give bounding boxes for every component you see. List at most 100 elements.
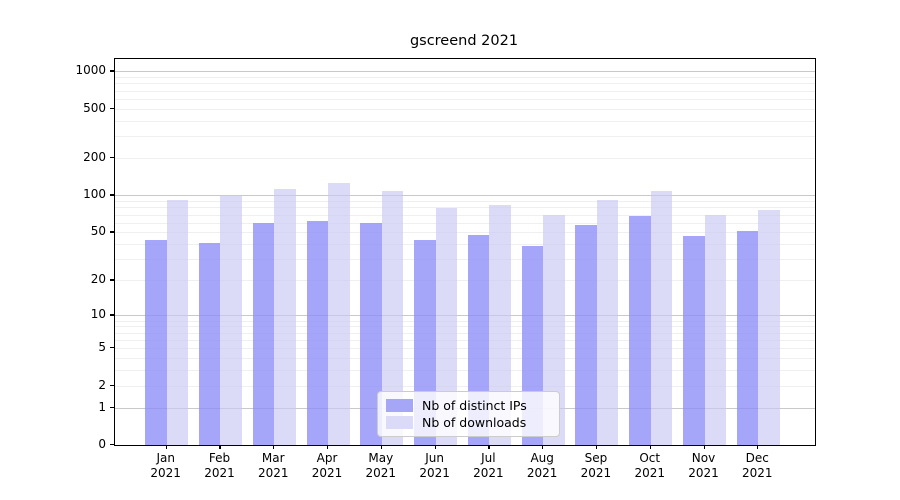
y-tick-mark: [110, 157, 114, 159]
y-gridline-minor: [115, 357, 815, 359]
x-tick-label: May 2021: [365, 451, 397, 480]
bar-distinct-ips: [145, 240, 167, 445]
y-gridline-minor: [115, 201, 815, 203]
y-gridline-minor: [115, 77, 815, 79]
x-tick-label: Jan 2021: [150, 451, 181, 480]
y-tick-mark: [110, 347, 114, 349]
y-tick-label: 100: [83, 187, 106, 202]
x-tick-label: Apr 2021: [311, 451, 343, 480]
legend-entry-downloads: Nb of downloads: [386, 415, 549, 430]
y-gridline-minor: [115, 232, 815, 234]
bar-downloads: [166, 199, 189, 445]
y-tick-label: 1000: [75, 63, 106, 78]
x-tick-mark: [757, 445, 759, 449]
x-tick-mark: [327, 445, 329, 449]
bar-distinct-ips: [252, 222, 275, 445]
bar-downloads: [704, 214, 726, 445]
y-gridline-minor: [115, 222, 815, 224]
y-tick-label: 20: [90, 272, 106, 287]
y-tick-mark: [110, 314, 114, 316]
y-tick-label: 200: [83, 150, 106, 165]
bar-downloads: [274, 188, 296, 445]
bar-downloads: [543, 215, 565, 445]
legend-swatch-distinct-ips: [386, 399, 413, 412]
x-tick-label: Nov 2021: [688, 451, 719, 480]
x-tick-label: Feb 2021: [204, 451, 235, 480]
x-tick-mark: [542, 445, 544, 449]
legend-label-distinct-ips: Nb of distinct IPs: [422, 398, 527, 413]
y-gridline-minor: [115, 136, 815, 138]
y-gridline-minor: [115, 108, 815, 110]
y-gridline-minor: [115, 280, 815, 282]
bar-downloads: [758, 210, 780, 445]
bars-layer: [115, 59, 815, 445]
legend-label-downloads: Nb of downloads: [422, 415, 527, 430]
x-tick-mark: [649, 445, 651, 449]
y-gridline-major: [115, 195, 815, 197]
y-gridline-minor: [115, 214, 815, 216]
x-tick-mark: [488, 445, 490, 449]
y-tick-mark: [110, 70, 114, 72]
x-tick-mark: [380, 445, 382, 449]
bar-distinct-ips: [736, 231, 759, 445]
bar-downloads: [650, 190, 673, 445]
y-tick-mark: [110, 384, 114, 386]
chart-title: gscreend 2021: [409, 33, 519, 49]
y-gridline-minor: [115, 90, 815, 92]
y-tick-mark: [110, 279, 114, 281]
x-tick-mark: [595, 445, 598, 449]
y-gridline-minor: [115, 120, 815, 122]
x-tick-label: Sep 2021: [580, 451, 612, 480]
y-gridline-minor: [115, 259, 815, 261]
y-tick-mark: [110, 406, 114, 408]
bar-downloads: [489, 205, 511, 445]
gridlines-layer: [115, 59, 815, 445]
bar-distinct-ips: [360, 222, 382, 445]
x-tick-mark: [219, 445, 221, 449]
y-tick-label: 500: [83, 100, 106, 115]
x-tick-mark: [273, 445, 275, 449]
x-tick-label: Oct 2021: [634, 451, 665, 480]
x-tick-label: Mar 2021: [257, 451, 289, 480]
y-tick-label: 5: [98, 340, 106, 355]
y-gridline-major: [115, 71, 815, 73]
y-gridline-minor: [115, 339, 815, 341]
y-gridline-minor: [115, 326, 815, 328]
bar-downloads: [220, 195, 242, 445]
y-gridline-minor: [115, 320, 815, 322]
x-tick-label: Aug 2021: [526, 451, 558, 480]
x-tick-mark: [703, 445, 705, 449]
bar-downloads: [381, 191, 404, 445]
y-tick-label: 0: [98, 437, 106, 451]
y-tick-label: 10: [90, 307, 106, 322]
y-gridline-minor: [115, 158, 815, 160]
y-gridline-major: [115, 315, 815, 317]
y-tick-mark: [110, 194, 114, 196]
x-tick-mark: [165, 445, 167, 449]
y-gridline-minor: [115, 83, 815, 85]
y-tick-label: 1: [98, 399, 106, 414]
y-gridline-minor: [115, 370, 815, 372]
bar-distinct-ips: [575, 225, 597, 445]
bar-distinct-ips: [198, 242, 221, 445]
x-tick-label: Dec 2021: [741, 451, 773, 480]
y-gridline-minor: [115, 207, 815, 209]
bar-distinct-ips: [683, 235, 705, 445]
x-tick-label: Jun 2021: [419, 451, 450, 480]
y-gridline-minor: [115, 99, 815, 101]
y-tick-mark: [110, 444, 114, 446]
x-tick-mark: [434, 445, 436, 449]
y-tick-mark: [110, 107, 114, 110]
bar-distinct-ips: [306, 220, 329, 445]
plot-area: [114, 58, 816, 446]
legend-entry-distinct-ips: Nb of distinct IPs: [386, 398, 549, 413]
y-tick-label: 50: [90, 224, 106, 239]
y-gridline-minor: [115, 348, 815, 350]
y-tick-label: 2: [98, 377, 106, 392]
legend-swatch-downloads: [386, 416, 413, 429]
y-gridline-minor: [115, 385, 815, 387]
y-gridline-minor: [115, 244, 815, 246]
bar-distinct-ips: [629, 216, 651, 445]
bar-downloads: [435, 208, 458, 445]
